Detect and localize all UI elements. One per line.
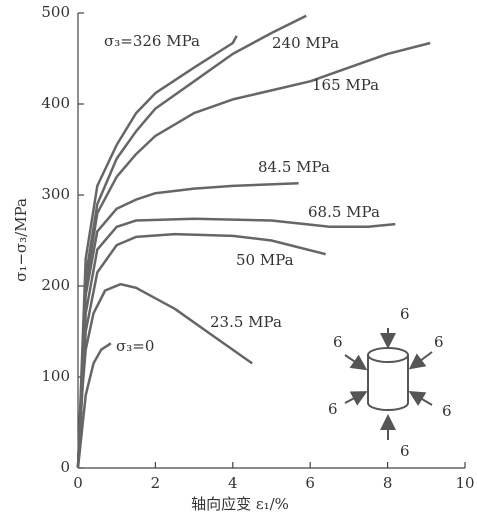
inset-label: 6 xyxy=(400,305,410,323)
x-tick-label: 4 xyxy=(228,474,238,492)
x-axis-label: 轴向应变 ε₁/% xyxy=(191,495,289,513)
x-tick-label: 8 xyxy=(383,474,393,492)
curve-label: 23.5 MPa xyxy=(210,313,282,331)
arrow xyxy=(344,391,368,406)
curve-label: 84.5 MPa xyxy=(258,158,330,176)
curve-label: 50 MPa xyxy=(236,251,294,269)
y-tick-label: 300 xyxy=(41,185,70,203)
cylinder-body xyxy=(367,355,409,411)
y-tick-label: 0 xyxy=(60,458,70,476)
y-axis-label: σ₁−σ₃/MPa xyxy=(12,198,30,282)
curve xyxy=(76,217,396,469)
arrow xyxy=(408,390,433,407)
curve-label: 165 MPa xyxy=(312,76,379,94)
x-tick-label: 2 xyxy=(151,474,161,492)
curve xyxy=(76,342,112,469)
curve xyxy=(76,232,327,469)
inset-diagram xyxy=(344,328,433,440)
curve-label: σ₃=326 MPa xyxy=(104,32,200,50)
inset-label: 6 xyxy=(442,402,452,420)
y-tick-label: 400 xyxy=(41,94,70,112)
curve xyxy=(76,181,299,469)
curve xyxy=(76,35,238,469)
curve-label: 240 MPa xyxy=(272,34,339,52)
y-tick-label: 500 xyxy=(41,3,70,21)
arrow xyxy=(408,351,433,370)
arrow xyxy=(344,354,368,371)
inset-label: 6 xyxy=(328,400,338,418)
cylinder-top xyxy=(367,347,409,363)
x-tick-label: 6 xyxy=(305,474,315,492)
inset-label: 6 xyxy=(333,333,343,351)
y-tick-label: 100 xyxy=(41,367,70,385)
curve xyxy=(76,14,307,469)
curve xyxy=(76,282,253,469)
x-tick-label: 0 xyxy=(73,474,83,492)
x-tick-label: 10 xyxy=(455,474,474,492)
curve-label: σ₃=0 xyxy=(116,337,154,355)
curve xyxy=(76,41,431,469)
y-tick-label: 200 xyxy=(41,276,70,294)
inset-label: 6 xyxy=(434,333,444,351)
inset-label: 6 xyxy=(400,442,410,460)
curve-label: 68.5 MPa xyxy=(308,203,380,221)
